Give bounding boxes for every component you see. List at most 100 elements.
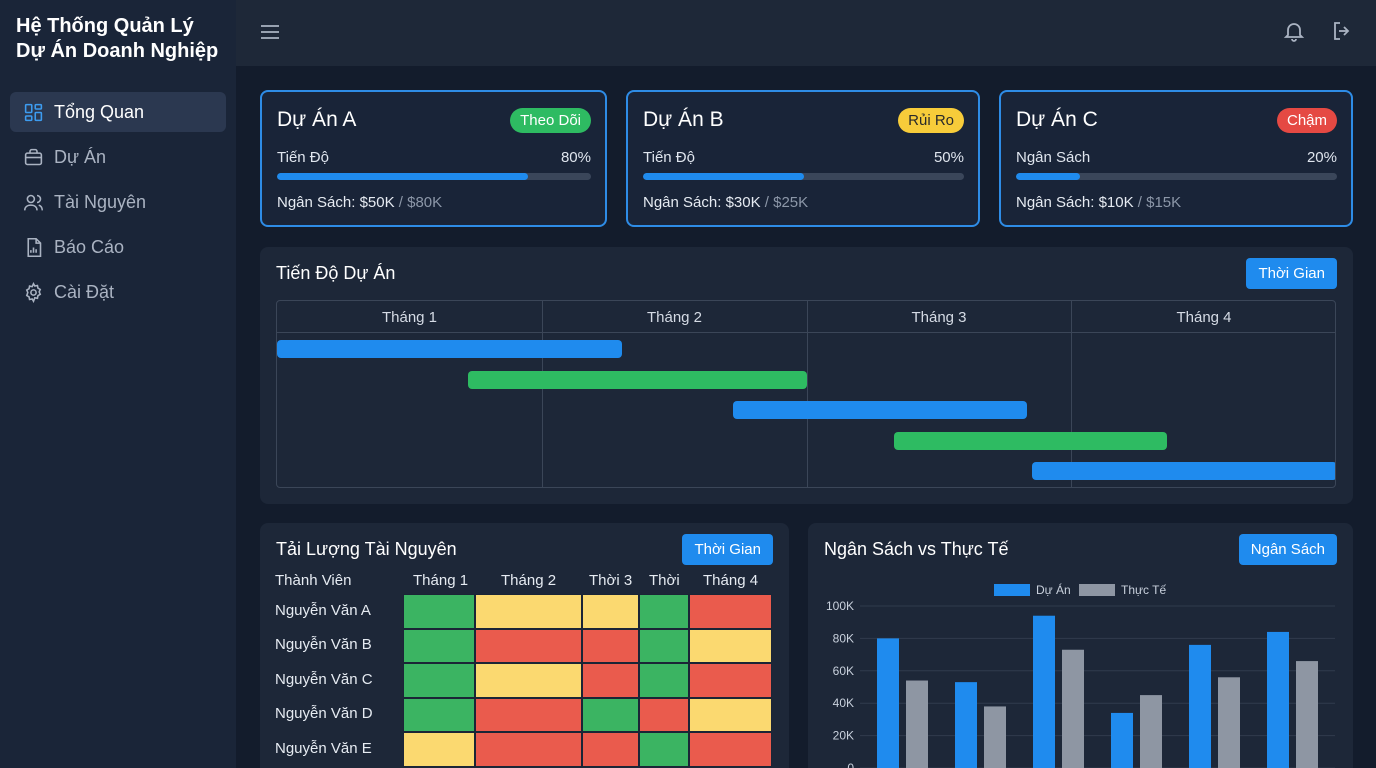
project-card-c[interactable]: Dự Án C Chậm Ngân Sách 20% Ngân Sách: $1… [999, 90, 1353, 227]
heatmap-cell[interactable] [582, 663, 639, 698]
progress-bar [643, 173, 964, 180]
chart-bar[interactable] [1296, 661, 1318, 768]
budget-label: Ngân Sách: [277, 194, 356, 211]
heatmap-cell[interactable] [475, 663, 582, 698]
gantt-time-button[interactable]: Thời Gian [1246, 258, 1337, 289]
topbar [236, 0, 1376, 66]
chart-bar[interactable] [1140, 695, 1162, 768]
app-title-line1: Hệ Thống Quản Lý [16, 15, 194, 37]
resource-panel: Tải Lượng Tài Nguyên Thời Gian Thành Viê… [260, 523, 789, 768]
heatmap-cell[interactable] [475, 594, 582, 629]
heatmap-column-header: Tháng 1 [413, 572, 469, 589]
sidebar-item-label: Tổng Quan [54, 101, 145, 122]
heatmap-cell[interactable] [639, 732, 689, 767]
budget-line: Ngân Sách: $50K / $80K [277, 194, 442, 211]
budget-total: $80K [407, 194, 443, 211]
budget-title: Ngân Sách vs Thực Tế [824, 539, 1009, 559]
chart-bar[interactable] [1033, 615, 1055, 768]
bell-icon[interactable] [1282, 19, 1306, 43]
project-card-a[interactable]: Dự Án A Theo Dõi Tiến Độ 80% Ngân Sách: … [260, 90, 607, 227]
heatmap-cell[interactable] [475, 628, 582, 663]
gantt-task-bar[interactable] [732, 401, 1027, 419]
gantt-header: Tháng 1 Tháng 2 Tháng 3 Tháng 4 [277, 301, 1335, 333]
sidebar-item-tong-quan[interactable]: Tổng Quan [10, 92, 226, 132]
sidebar-item-bao-cao[interactable]: Báo Cáo [10, 227, 226, 267]
member-column-header: Thành Viên [275, 572, 352, 589]
status-badge: Rủi Ro [898, 108, 964, 133]
gear-icon [22, 281, 44, 303]
y-tick-label: 80K [833, 631, 854, 645]
heatmap-cell[interactable] [689, 663, 772, 698]
legend-swatch [994, 584, 1030, 596]
member-name: Nguyễn Văn E [275, 740, 372, 757]
legend-swatch [1079, 584, 1115, 596]
chart-bar[interactable] [877, 638, 899, 768]
gantt-month-2: Tháng 2 [646, 308, 703, 326]
chart-bar[interactable] [1267, 631, 1289, 768]
heatmap-cell[interactable] [475, 732, 582, 767]
project-name: Dự Án A [277, 108, 357, 131]
chart-bar[interactable] [1111, 712, 1133, 768]
heatmap-cell[interactable] [639, 594, 689, 629]
heatmap-cell[interactable] [689, 594, 772, 629]
sidebar-item-label: Báo Cáo [54, 236, 125, 257]
y-tick-label: 100K [826, 599, 854, 613]
resource-time-button[interactable]: Thời Gian [682, 534, 773, 565]
budget-panel: Ngân Sách vs Thực Tế Ngân Sách 0 20K 40K 60… [808, 523, 1353, 768]
gantt-divider [1071, 301, 1072, 487]
heatmap-cell[interactable] [582, 697, 639, 732]
heatmap-cell[interactable] [689, 697, 772, 732]
gantt-divider [542, 301, 543, 487]
metric-percent: 80% [560, 149, 591, 166]
sidebar-item-tai-nguyen[interactable]: Tài Nguyên [10, 182, 226, 222]
heatmap-cell[interactable] [639, 663, 689, 698]
status-badge: Theo Dõi [510, 108, 591, 133]
logout-icon[interactable] [1330, 19, 1354, 43]
metric-label: Ngân Sách [1016, 149, 1091, 166]
heatmap-cell[interactable] [403, 732, 475, 767]
heatmap-cell[interactable] [639, 697, 689, 732]
progress-fill [643, 173, 804, 180]
heatmap-cell[interactable] [639, 628, 689, 663]
menu-icon[interactable] [258, 20, 282, 44]
gantt-title: Tiến Độ Dự Án [276, 263, 396, 283]
gantt-task-bar[interactable] [1032, 462, 1335, 480]
legend-label: Thực Tế [1121, 583, 1166, 597]
sidebar-item-du-an[interactable]: Dự Án [10, 137, 226, 177]
sidebar-item-label: Cài Đặt [54, 281, 115, 302]
chart-bar[interactable] [955, 682, 977, 768]
gantt-divider [807, 301, 808, 487]
gantt-task-bar[interactable] [467, 370, 807, 389]
heatmap-column-header: Tháng 4 [703, 572, 759, 589]
heatmap-cell[interactable] [582, 628, 639, 663]
heatmap-cell[interactable] [689, 732, 772, 767]
heatmap-cell[interactable] [403, 628, 475, 663]
budget-filter-button[interactable]: Ngân Sách [1238, 534, 1337, 565]
legend-label: Dự Án [1036, 582, 1071, 597]
budget-separator: / [764, 194, 769, 211]
project-card-b[interactable]: Dự Án B Rủi Ro Tiến Độ 50% Ngân Sách: $3… [626, 90, 980, 227]
progress-fill [1016, 173, 1081, 180]
app-title-line2: Dự Án Doanh Nghiệp [16, 40, 219, 62]
chart-bar[interactable] [1218, 677, 1240, 768]
y-tick-label: 20K [833, 729, 854, 743]
heatmap-cell[interactable] [403, 594, 475, 629]
chart-bar[interactable] [984, 706, 1006, 768]
heatmap-cell[interactable] [475, 697, 582, 732]
gantt-task-bar[interactable] [277, 340, 622, 358]
metric-percent: 20% [1306, 149, 1337, 166]
y-tick-label: 60K [833, 664, 854, 678]
member-name: Nguyễn Văn C [275, 671, 373, 688]
member-name: Nguyễn Văn B [275, 636, 372, 653]
chart-bar[interactable] [1062, 649, 1084, 768]
heatmap-cell[interactable] [582, 732, 639, 767]
heatmap-cell[interactable] [582, 594, 639, 629]
chart-bar[interactable] [1189, 644, 1211, 768]
heatmap-cell[interactable] [403, 697, 475, 732]
gantt-task-bar[interactable] [894, 431, 1168, 450]
heatmap-cell[interactable] [689, 628, 772, 663]
sidebar-item-cai-dat[interactable]: Cài Đặt [10, 272, 226, 312]
chart-bar[interactable] [906, 680, 928, 768]
metric-label: Tiến Độ [643, 149, 695, 166]
heatmap-cell[interactable] [403, 663, 475, 698]
